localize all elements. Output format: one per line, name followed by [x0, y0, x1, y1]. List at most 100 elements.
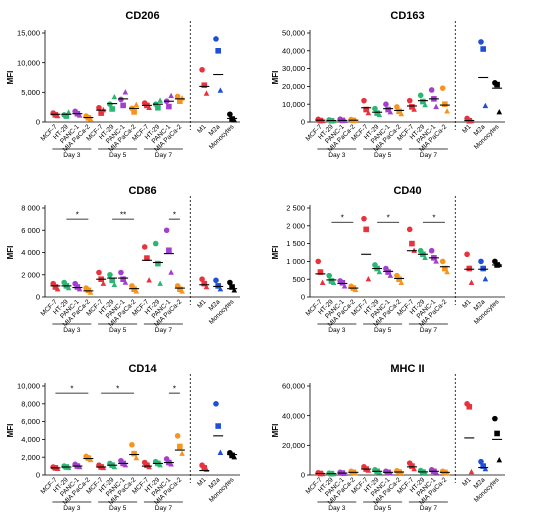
group-label: Day 3 [328, 327, 346, 334]
data-point [387, 109, 394, 115]
data-point [480, 46, 486, 52]
y-tick-label: 20,000 [282, 441, 305, 450]
y-tick-label: 6,000 [21, 417, 40, 426]
group-label: Day 5 [374, 505, 392, 512]
data-point [420, 98, 426, 105]
data-point [365, 109, 372, 116]
data-point [120, 276, 126, 282]
data-point [394, 104, 400, 110]
data-point [98, 110, 104, 116]
data-point [363, 106, 369, 113]
y-axis-label: MFI [6, 71, 15, 85]
group-label: Day 3 [328, 505, 346, 512]
data-point [163, 227, 170, 234]
data-point [227, 111, 233, 118]
significance-label: * [173, 211, 176, 220]
data-point [155, 260, 161, 267]
y-axis-label: MFI [6, 246, 15, 260]
data-point [417, 92, 424, 99]
data-point [398, 279, 405, 285]
y-tick-label: 1 500 [286, 239, 305, 248]
data-point [422, 254, 428, 261]
data-point [319, 279, 326, 285]
y-tick-label: 60,000 [282, 382, 305, 391]
category-tick-label: M1 [461, 298, 473, 310]
data-point [199, 276, 205, 283]
group-label: Day 5 [374, 152, 392, 159]
data-point [383, 101, 389, 107]
y-axis-label: MFI [271, 246, 280, 260]
chart-title: CD40 [393, 185, 421, 197]
data-point [203, 283, 210, 290]
data-point [433, 258, 439, 264]
data-point [361, 97, 367, 104]
data-point [411, 465, 417, 472]
group-label: Day 7 [420, 152, 438, 159]
data-point [466, 265, 473, 272]
data-point [464, 251, 470, 258]
data-point [74, 284, 81, 290]
data-point [122, 279, 129, 285]
data-point [146, 277, 152, 283]
data-point [374, 110, 380, 116]
data-point [387, 272, 394, 278]
data-point [494, 430, 500, 437]
data-point [365, 467, 372, 473]
data-point [168, 269, 174, 275]
y-tick-label: 30,000 [282, 64, 305, 73]
y-tick-label: 0 [301, 293, 305, 302]
data-point [409, 240, 415, 247]
y-tick-label: 0 [36, 293, 40, 302]
data-point [317, 269, 324, 275]
data-point [466, 403, 473, 410]
data-point [213, 36, 219, 42]
category-tick-label: M1 [196, 123, 208, 135]
data-point [96, 269, 102, 276]
group-label: Day 5 [109, 327, 127, 334]
data-point [144, 462, 150, 469]
data-point [213, 277, 219, 284]
data-point [396, 276, 402, 282]
y-axis-label: MFI [271, 71, 280, 85]
data-point [215, 423, 221, 429]
data-point [179, 288, 185, 294]
y-tick-label: 2 000 [21, 270, 40, 279]
data-point [133, 288, 140, 294]
data-point [122, 462, 129, 468]
chart-title: CD163 [390, 10, 424, 22]
group-label: Day 3 [63, 152, 81, 159]
category-tick-label: M1 [461, 123, 473, 135]
data-point [146, 104, 152, 110]
data-point [428, 247, 435, 254]
data-point [201, 82, 208, 89]
data-point [482, 465, 489, 472]
data-point [480, 463, 486, 469]
data-point [229, 452, 235, 459]
chart-title: CD206 [125, 10, 159, 22]
data-point [133, 454, 140, 461]
data-point [111, 463, 118, 470]
data-point [76, 286, 83, 292]
data-point [385, 269, 391, 275]
data-point [444, 268, 450, 275]
data-point [109, 106, 115, 112]
data-point [433, 103, 439, 110]
significance-label: * [116, 385, 119, 394]
data-point [85, 287, 92, 294]
data-point [468, 279, 475, 285]
data-point [217, 87, 224, 93]
y-tick-label: 20,000 [282, 82, 305, 91]
data-point [229, 284, 235, 290]
data-point [409, 104, 415, 110]
data-point [376, 268, 383, 275]
data-point [326, 272, 332, 279]
data-point [177, 286, 183, 293]
significance-label: * [173, 385, 176, 394]
y-tick-label: 0 [36, 118, 40, 127]
chart-panel-cd206: CD206MFI05,00010,00015,000MCF-7HT-29PANC… [6, 10, 240, 159]
data-point [177, 443, 183, 450]
data-point [129, 441, 135, 448]
